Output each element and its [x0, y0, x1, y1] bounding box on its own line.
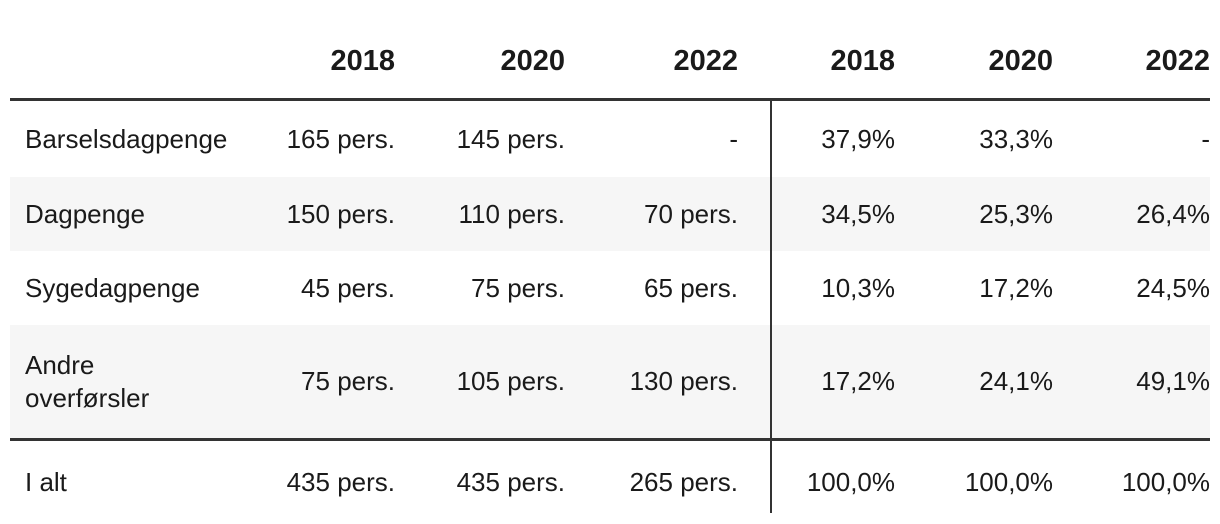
column-header-pct-2022: 2022 — [1145, 44, 1210, 77]
cell-pct-2018: 10,3% — [770, 251, 910, 325]
table-row: Dagpenge 150 pers. 110 pers. 70 pers. 34… — [10, 177, 1210, 251]
cell-pct-2022: 24,5% — [1136, 272, 1210, 303]
cell-pct-2022: 26,4% — [1136, 198, 1210, 229]
cell-pers-2022: - — [729, 123, 738, 154]
row-label: Barselsdagpenge — [25, 123, 228, 154]
cell-pct-2022: - — [1201, 123, 1210, 154]
cell-pers-2018: 165 pers. — [286, 123, 395, 154]
cell-pct-2020: 17,2% — [979, 272, 1053, 303]
cell-pct-2018: 34,5% — [770, 177, 910, 251]
cell-pers-2018: 150 pers. — [286, 198, 395, 229]
cell-pers-2018: 435 pers. — [286, 467, 395, 497]
column-header-pct-2020: 2020 — [988, 44, 1053, 77]
cell-pers-2022: 265 pers. — [629, 467, 738, 497]
cell-pct-2022: 49,1% — [1136, 366, 1210, 396]
cell-pct-2020: 25,3% — [979, 198, 1053, 229]
cell-pct-2020: 24,1% — [979, 366, 1053, 396]
cell-pers-2022: 70 pers. — [644, 198, 738, 229]
cell-pct-2018: 100,0% — [770, 441, 910, 524]
cell-pers-2022: 65 pers. — [644, 272, 738, 303]
row-label: Sygedagpenge — [25, 272, 200, 303]
cell-pct-2022: 100,0% — [1121, 467, 1210, 497]
benefits-table: 2018 2020 2022 2018 2020 2022 Barselsdag… — [10, 0, 1210, 524]
cell-pers-2020: 435 pers. — [456, 467, 565, 497]
column-header-pers-2018: 2018 — [330, 44, 395, 77]
table-header-row: 2018 2020 2022 2018 2020 2022 — [10, 0, 1210, 101]
cell-pers-2020: 110 pers. — [458, 198, 565, 229]
column-header-pct-2018: 2018 — [830, 44, 895, 77]
cell-pers-2020: 105 pers. — [456, 366, 565, 396]
cell-pct-2018: 37,9% — [770, 101, 910, 177]
cell-pers-2018: 45 pers. — [301, 272, 395, 303]
cell-pct-2020: 100,0% — [964, 467, 1053, 497]
header-empty-cell — [10, 0, 250, 98]
table-row: Andre overførsler 75 pers. 105 pers. 130… — [10, 325, 1210, 438]
row-label: I alt — [25, 467, 67, 497]
table-row: Barselsdagpenge 165 pers. 145 pers. - 37… — [10, 101, 1210, 177]
cell-pers-2020: 75 pers. — [471, 272, 565, 303]
row-label: Andre overførsler — [25, 349, 150, 413]
table-total-row: I alt 435 pers. 435 pers. 265 pers. 100,… — [10, 438, 1210, 524]
table-row: Sygedagpenge 45 pers. 75 pers. 65 pers. … — [10, 251, 1210, 325]
column-header-pers-2022: 2022 — [673, 44, 738, 77]
column-header-pers-2020: 2020 — [500, 44, 565, 77]
cell-pers-2018: 75 pers. — [301, 366, 395, 396]
cell-pct-2020: 33,3% — [979, 123, 1053, 154]
row-label: Dagpenge — [25, 198, 145, 229]
cell-pct-2018: 17,2% — [770, 325, 910, 438]
cell-pers-2020: 145 pers. — [456, 123, 565, 154]
cell-pers-2022: 130 pers. — [629, 366, 738, 396]
